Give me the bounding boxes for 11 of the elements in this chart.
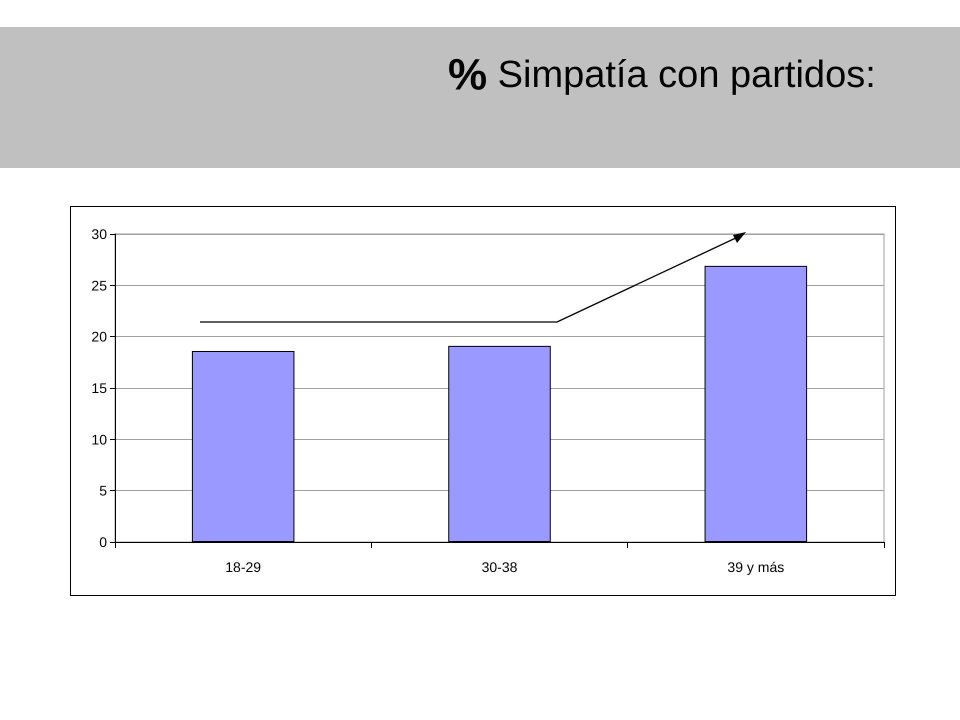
y-tick-label: 10 bbox=[91, 431, 108, 448]
x-tick-label: 18-29 bbox=[225, 559, 262, 575]
x-tick-label: 30-38 bbox=[482, 559, 518, 575]
y-tick-label: 0 bbox=[99, 534, 108, 550]
chart-title: % Simpatía con partidos: bbox=[448, 50, 876, 100]
y-tick-label: 30 bbox=[91, 226, 108, 242]
y-tick-label: 25 bbox=[91, 277, 108, 294]
y-tick-label: 20 bbox=[91, 328, 108, 345]
y-tick-label: 5 bbox=[99, 482, 108, 499]
x-tick-label: 39 y más bbox=[727, 559, 784, 575]
y-tick-label: 15 bbox=[91, 380, 108, 396]
